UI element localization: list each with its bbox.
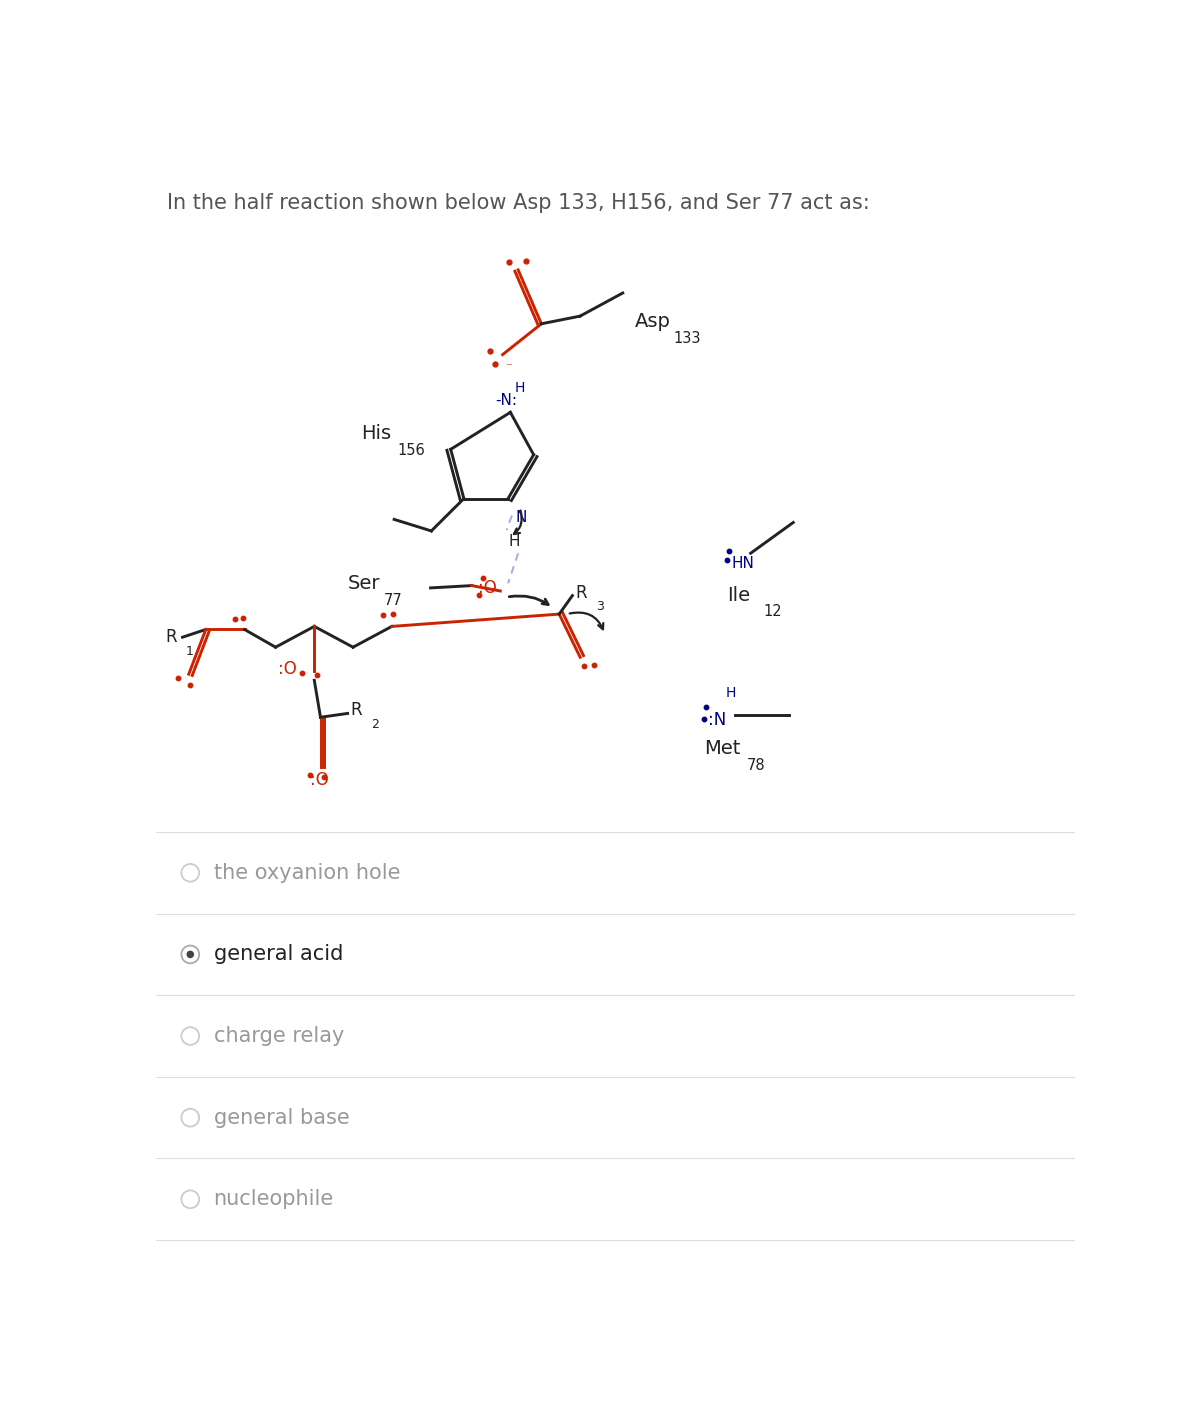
Text: 12: 12	[763, 604, 781, 618]
Text: general acid: general acid	[214, 944, 343, 965]
Text: the oxyanion hole: the oxyanion hole	[214, 863, 400, 883]
Text: H: H	[515, 382, 524, 395]
Text: Ser: Ser	[348, 574, 380, 593]
Text: H: H	[509, 535, 520, 549]
Text: 3: 3	[595, 600, 604, 613]
Text: :N: :N	[708, 712, 726, 729]
Text: nucleophile: nucleophile	[214, 1189, 334, 1210]
Text: ⁻: ⁻	[505, 361, 511, 374]
Text: N: N	[516, 511, 527, 525]
Text: R: R	[166, 628, 178, 647]
Text: charge relay: charge relay	[214, 1026, 344, 1046]
Text: R: R	[576, 583, 587, 601]
Text: :O: :O	[278, 659, 298, 678]
Text: -N:: -N:	[496, 393, 517, 409]
Text: :O: :O	[310, 771, 329, 790]
Text: Asp: Asp	[635, 311, 671, 331]
Text: 1: 1	[186, 645, 193, 658]
Text: In the half reaction shown below Asp 133, H156, and Ser 77 act as:: In the half reaction shown below Asp 133…	[167, 192, 870, 212]
Text: 133: 133	[674, 331, 701, 345]
Text: :O: :O	[479, 579, 497, 597]
Text: 78: 78	[746, 757, 766, 773]
Text: His: His	[361, 424, 391, 443]
Text: R: R	[350, 702, 362, 719]
Text: Ile: Ile	[727, 586, 750, 606]
Text: 2: 2	[371, 717, 379, 730]
Text: Met: Met	[704, 739, 740, 757]
Text: 77: 77	[384, 593, 403, 607]
Text: general base: general base	[214, 1108, 349, 1128]
Text: HN: HN	[731, 556, 754, 570]
Circle shape	[187, 951, 193, 958]
Text: H: H	[726, 685, 737, 699]
Text: 156: 156	[397, 443, 425, 458]
